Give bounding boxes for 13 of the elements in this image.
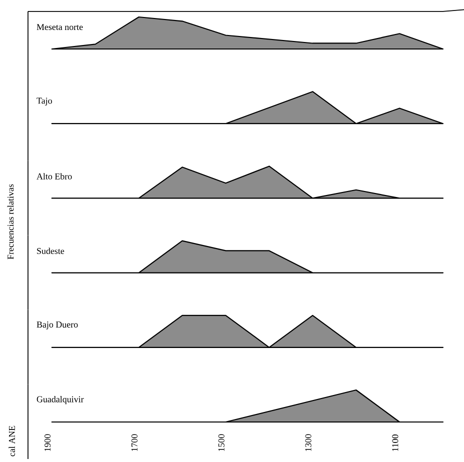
text: Guadalquivir <box>36 396 84 404</box>
text: cal ANE <box>8 426 15 456</box>
text: Sudeste <box>37 248 64 254</box>
y-axis-title: Frecuencias relativas <box>7 184 14 260</box>
text: Bajo Duero <box>36 322 78 330</box>
x-tick-label: 1500 <box>218 434 224 452</box>
text: Tajo <box>36 98 52 106</box>
x-tick-label: 1900 <box>44 434 51 452</box>
text: Alto Ebro <box>36 173 72 180</box>
text: Meseta norte <box>36 24 83 30</box>
x-tick-label: 1700 <box>131 434 138 452</box>
x-tick-label: 1100 <box>392 434 398 452</box>
x-tick-label: 1300 <box>305 434 312 452</box>
